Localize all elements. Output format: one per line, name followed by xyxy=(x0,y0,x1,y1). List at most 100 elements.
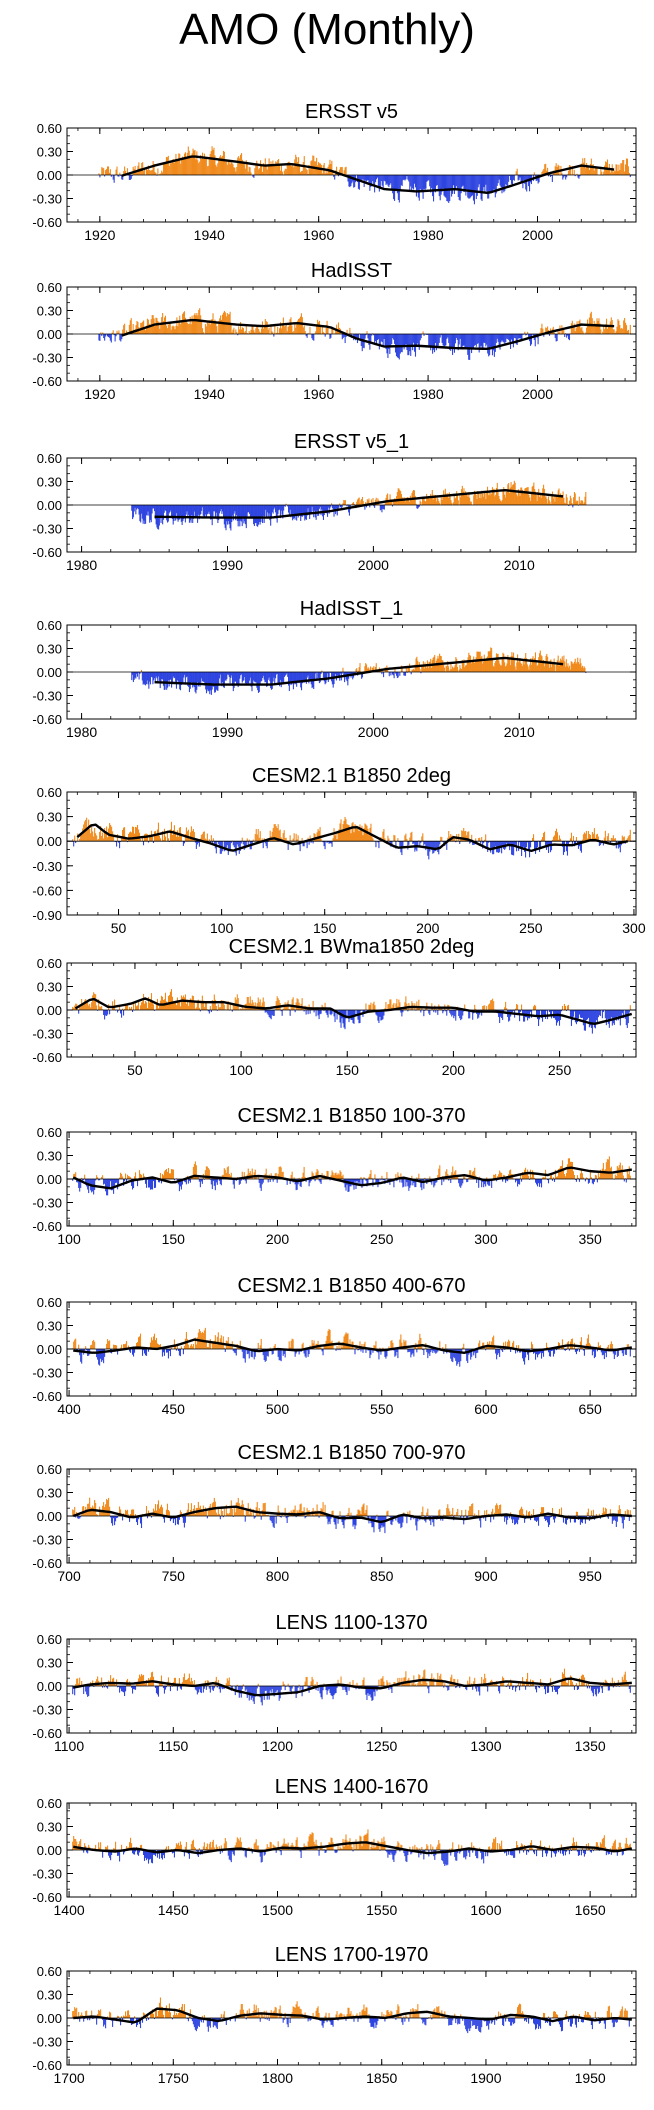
x-tick-label: 200 xyxy=(442,1062,466,1078)
x-tick-label: 250 xyxy=(370,1231,394,1247)
x-tick-label: 1940 xyxy=(194,386,225,402)
x-tick-label: 1960 xyxy=(303,227,334,243)
y-tick-label: 0.60 xyxy=(37,280,62,295)
x-tick-label: 1980 xyxy=(413,227,444,243)
panel-title: ERSST v5 xyxy=(305,101,398,123)
y-tick-label: -0.30 xyxy=(32,1196,62,1211)
smoothed-line xyxy=(154,656,564,686)
y-tick-label: 0.30 xyxy=(37,980,62,995)
y-tick-label: -0.30 xyxy=(32,351,62,366)
y-tick-label: -0.30 xyxy=(32,859,62,874)
chart-panel: CESM2.1 B1850 2deg 0.60 0.30 0.00 -0.30 -0.60… xyxy=(32,765,645,936)
chart-panel: HadISST 0.60 0.30 0.00 -0.30 -0.60 1920 1940 196… xyxy=(32,260,637,402)
panel-title: CESM2.1 B1850 400-670 xyxy=(238,1275,466,1297)
smoothed-line xyxy=(74,997,633,1026)
x-tick-label: 1940 xyxy=(194,227,225,243)
smoothed-line xyxy=(154,488,564,519)
x-tick-label: 2000 xyxy=(522,227,553,243)
y-tick-label: -0.60 xyxy=(32,712,62,727)
x-tick-label: 2000 xyxy=(358,557,389,573)
chart-panel: ERSST v5_1 0.60 0.30 0.00 -0.30 -0.60 1980 1990… xyxy=(32,431,637,573)
x-tick-label: 2000 xyxy=(522,386,553,402)
x-tick-label: 100 xyxy=(57,1231,81,1247)
panel-title: CESM2.1 BWma1850 2deg xyxy=(229,936,475,958)
y-tick-label: 0.00 xyxy=(37,498,62,513)
x-tick-label: 100 xyxy=(229,1062,253,1078)
y-tick-label: -0.30 xyxy=(32,1027,62,1042)
x-tick-label: 1980 xyxy=(66,724,97,740)
y-tick-label: 0.30 xyxy=(37,304,62,319)
x-tick-label: 2010 xyxy=(504,724,535,740)
y-tick-label: 0.60 xyxy=(37,618,62,633)
y-tick-label: -0.60 xyxy=(32,545,62,560)
y-tick-label: -0.60 xyxy=(32,215,62,230)
x-tick-label: 2000 xyxy=(358,724,389,740)
y-tick-label: 0.60 xyxy=(37,121,62,136)
x-tick-label: 200 xyxy=(266,1231,290,1247)
y-tick-label: 0.30 xyxy=(37,810,62,825)
plot-frame xyxy=(66,791,637,916)
x-tick-label: 250 xyxy=(519,920,543,936)
chart-panel: CESM2.1 B1850 100-370 0.60 0.30 0.00 -0.30 -0… xyxy=(32,1105,637,1247)
x-tick-label: 50 xyxy=(111,920,127,936)
y-tick-label: -0.30 xyxy=(32,522,62,537)
panel-title: HadISST xyxy=(311,260,392,282)
x-tick-label: 300 xyxy=(474,1231,498,1247)
x-tick-label: 350 xyxy=(578,1231,602,1247)
y-tick-label: 0.30 xyxy=(37,1149,62,1164)
y-tick-label: -0.60 xyxy=(32,1050,62,1065)
x-tick-label: 250 xyxy=(548,1062,572,1078)
y-tick-label: 0.30 xyxy=(37,145,62,160)
page-title: AMO (Monthly) xyxy=(179,5,475,54)
x-tick-label: 1990 xyxy=(212,557,243,573)
panel-title: CESM2.1 B1850 100-370 xyxy=(238,1105,466,1127)
chart-panel: ERSST v5 0.60 0.30 0.00 -0.30 -0.60 1920 1940 19… xyxy=(32,101,637,243)
y-tick-label: -0.90 xyxy=(32,908,62,923)
y-tick-label: -0.60 xyxy=(32,883,62,898)
x-tick-label: 1980 xyxy=(66,557,97,573)
smoothed-line xyxy=(72,1166,633,1190)
y-tick-label: 0.00 xyxy=(37,1003,62,1018)
y-tick-label: 0.00 xyxy=(37,665,62,680)
chart-panel: CESM2.1 B1850 400-6700.600.300.00-0.30-0… xyxy=(32,1275,637,1417)
bar-series xyxy=(131,647,587,695)
y-tick-label: -0.30 xyxy=(32,689,62,704)
x-tick-label: 150 xyxy=(336,1062,360,1078)
bar-series xyxy=(72,989,631,1034)
y-tick-label: 0.60 xyxy=(37,1125,62,1140)
x-tick-label: 1960 xyxy=(303,386,334,402)
panel-title: ERSST v5_1 xyxy=(294,431,409,453)
y-tick-label: 0.30 xyxy=(37,475,62,490)
x-tick-label: 1990 xyxy=(212,724,243,740)
y-tick-label: 0.60 xyxy=(37,956,62,971)
x-tick-label: 1980 xyxy=(413,386,444,402)
y-tick-label: -0.60 xyxy=(32,374,62,389)
x-tick-label: 100 xyxy=(210,920,234,936)
y-tick-label: 0.60 xyxy=(37,451,62,466)
y-tick-label: 0.00 xyxy=(37,834,62,849)
x-tick-label: 2010 xyxy=(504,557,535,573)
x-tick-label: 1920 xyxy=(84,227,115,243)
x-tick-label: 50 xyxy=(127,1062,143,1078)
y-tick-label: -0.60 xyxy=(32,1219,62,1234)
chart-panel: HadISST_1 0.60 0.30 0.00 -0.30 -0.60 1980 1990 2… xyxy=(32,598,637,740)
y-tick-label: -0.30 xyxy=(32,192,62,207)
y-tick-label: 0.00 xyxy=(37,327,62,342)
x-tick-label: 150 xyxy=(313,920,337,936)
smoothed-line xyxy=(121,318,615,351)
y-tick-label: 0.00 xyxy=(37,1172,62,1187)
y-tick-label: 0.60 xyxy=(37,785,62,800)
y-tick-label: 0.00 xyxy=(37,168,62,183)
panel-title: CESM2.1 B1850 2deg xyxy=(252,765,451,787)
bar-series xyxy=(72,1327,631,1367)
x-tick-label: 150 xyxy=(162,1231,186,1247)
chart-panel: CESM2.1 BWma1850 2deg 0.60 0.30 0.00 -0.30 -0… xyxy=(32,936,637,1078)
x-tick-label: 1920 xyxy=(84,386,115,402)
x-tick-label: 200 xyxy=(416,920,440,936)
y-tick-label: 0.30 xyxy=(37,642,62,657)
smoothed-line xyxy=(76,823,629,853)
smoothed-line xyxy=(121,155,615,195)
bar-series xyxy=(72,816,631,860)
panel-title: HadISST_1 xyxy=(300,598,403,620)
